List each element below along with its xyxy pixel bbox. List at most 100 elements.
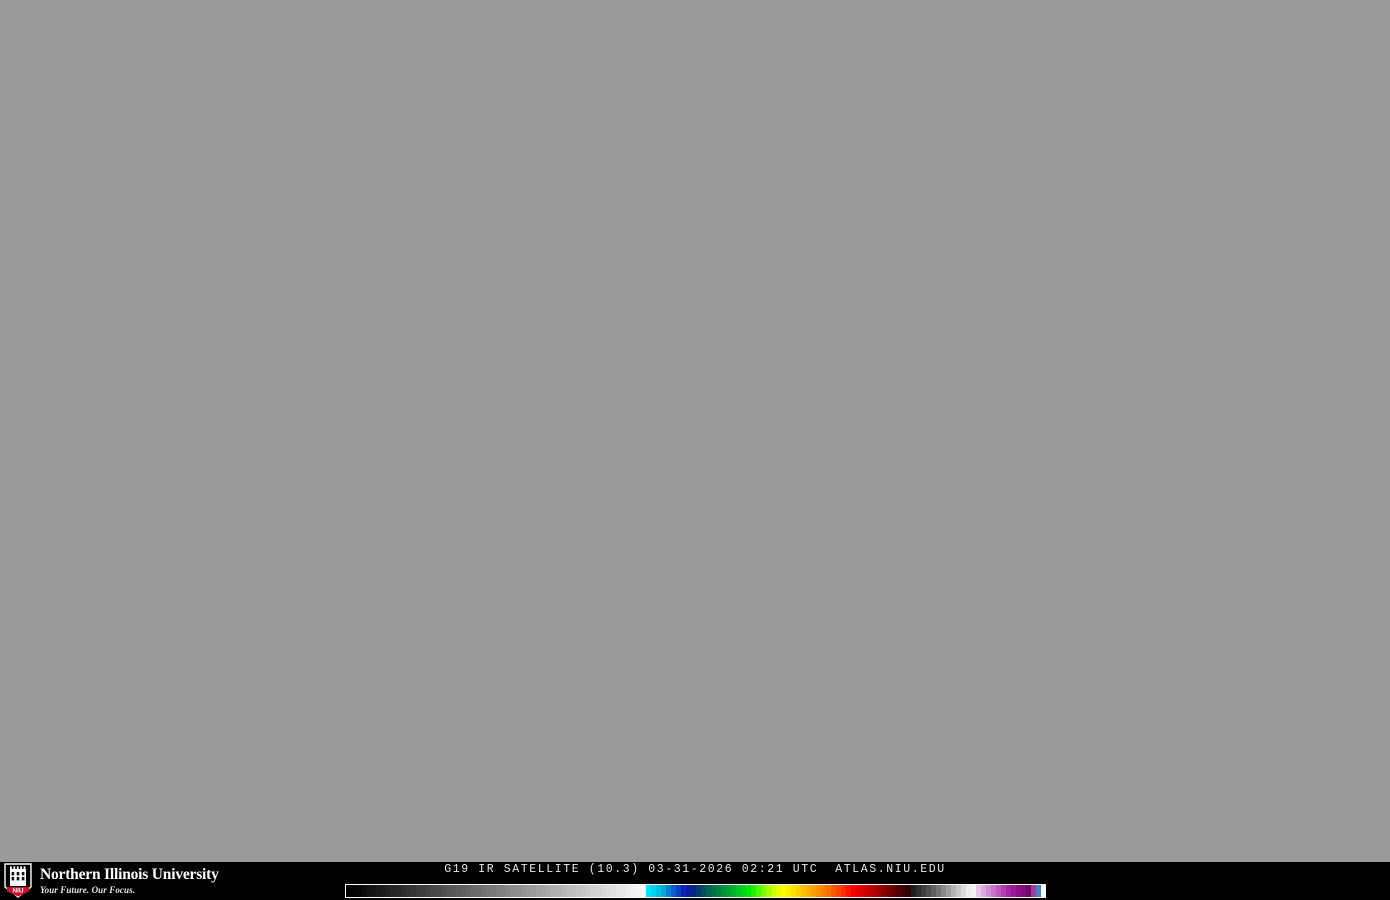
colorbar-swatch	[851, 885, 856, 897]
colorbar-swatch	[611, 885, 616, 897]
colorbar-swatch	[941, 885, 946, 897]
colorbar-swatch	[681, 885, 686, 897]
colorbar-swatch	[916, 885, 921, 897]
colorbar-swatch	[476, 885, 481, 897]
colorbar-swatch	[1006, 885, 1011, 897]
colorbar-swatch	[1016, 885, 1021, 897]
colorbar-swatch	[641, 885, 646, 897]
colorbar-swatch	[766, 885, 771, 897]
colorbar-swatch	[516, 885, 521, 897]
colorbar-swatch	[596, 885, 601, 897]
colorbar-swatch	[686, 885, 691, 897]
colorbar-swatch	[776, 885, 781, 897]
colorbar-swatch	[416, 885, 421, 897]
ir-colorbar	[345, 884, 1046, 898]
colorbar-swatch	[526, 885, 531, 897]
colorbar-swatch	[826, 885, 831, 897]
colorbar-swatch	[771, 885, 776, 897]
ir-colorbar-ramp	[346, 885, 1046, 897]
colorbar-swatch	[811, 885, 816, 897]
colorbar-swatch	[601, 885, 606, 897]
colorbar-swatch	[711, 885, 716, 897]
colorbar-swatch	[351, 885, 356, 897]
colorbar-swatch	[926, 885, 931, 897]
colorbar-swatch	[656, 885, 661, 897]
colorbar-swatch	[441, 885, 446, 897]
colorbar-swatch	[881, 885, 886, 897]
colorbar-swatch	[531, 885, 536, 897]
colorbar-swatch	[856, 885, 861, 897]
university-tagline: Your Future. Our Focus.	[40, 884, 136, 895]
colorbar-swatch	[691, 885, 696, 897]
colorbar-swatch	[961, 885, 966, 897]
colorbar-swatch	[406, 885, 411, 897]
colorbar-swatch	[661, 885, 666, 897]
niu-wordmark: Northern Illinois University Your Future…	[40, 867, 219, 895]
colorbar-swatch	[541, 885, 546, 897]
colorbar-swatch	[921, 885, 926, 897]
colorbar-swatch	[606, 885, 611, 897]
colorbar-swatch	[741, 885, 746, 897]
colorbar-swatch	[806, 885, 811, 897]
colorbar-swatch	[631, 885, 636, 897]
colorbar-swatch	[796, 885, 801, 897]
colorbar-swatch	[346, 885, 351, 897]
colorbar-swatch	[946, 885, 951, 897]
niu-shield-text: NIU	[12, 887, 23, 894]
colorbar-swatch	[626, 885, 631, 897]
colorbar-swatch	[731, 885, 736, 897]
colorbar-swatch	[676, 885, 681, 897]
ir-satellite-image[interactable]	[0, 0, 1390, 862]
colorbar-swatch	[546, 885, 551, 897]
colorbar-swatch	[911, 885, 916, 897]
colorbar-swatch	[1041, 885, 1046, 897]
colorbar-swatch	[446, 885, 451, 897]
colorbar-swatch	[501, 885, 506, 897]
colorbar-swatch	[496, 885, 501, 897]
colorbar-swatch	[456, 885, 461, 897]
colorbar-swatch	[821, 885, 826, 897]
colorbar-swatch	[726, 885, 731, 897]
colorbar-swatch	[886, 885, 891, 897]
colorbar-swatch	[891, 885, 896, 897]
colorbar-swatch	[576, 885, 581, 897]
colorbar-swatch	[371, 885, 376, 897]
colorbar-swatch	[671, 885, 676, 897]
colorbar-swatch	[561, 885, 566, 897]
colorbar-swatch	[956, 885, 961, 897]
colorbar-swatch	[756, 885, 761, 897]
colorbar-swatch	[746, 885, 751, 897]
colorbar-swatch	[666, 885, 671, 897]
colorbar-swatch	[966, 885, 971, 897]
colorbar-swatch	[426, 885, 431, 897]
colorbar-swatch	[716, 885, 721, 897]
colorbar-swatch	[791, 885, 796, 897]
colorbar-swatch	[871, 885, 876, 897]
colorbar-swatch	[621, 885, 626, 897]
colorbar-swatch	[721, 885, 726, 897]
colorbar-swatch	[931, 885, 936, 897]
niu-logo: NIU Northern Illinois University Your Fu…	[0, 862, 236, 900]
colorbar-swatch	[451, 885, 456, 897]
niu-shield-icon: NIU	[3, 863, 33, 899]
colorbar-swatch	[566, 885, 571, 897]
colorbar-swatch	[1036, 885, 1041, 897]
colorbar-swatch	[651, 885, 656, 897]
colorbar-swatch	[356, 885, 361, 897]
colorbar-swatch	[396, 885, 401, 897]
colorbar-swatch	[736, 885, 741, 897]
colorbar-swatch	[646, 885, 651, 897]
colorbar-swatch	[751, 885, 756, 897]
colorbar-swatch	[616, 885, 621, 897]
colorbar-swatch	[971, 885, 976, 897]
colorbar-swatch	[581, 885, 586, 897]
colorbar-swatch	[861, 885, 866, 897]
colorbar-swatch	[786, 885, 791, 897]
colorbar-swatch	[586, 885, 591, 897]
colorbar-swatch	[976, 885, 981, 897]
colorbar-swatch	[421, 885, 426, 897]
colorbar-swatch	[376, 885, 381, 897]
colorbar-swatch	[551, 885, 556, 897]
colorbar-swatch	[436, 885, 441, 897]
satellite-image-panel[interactable]	[0, 0, 1390, 862]
